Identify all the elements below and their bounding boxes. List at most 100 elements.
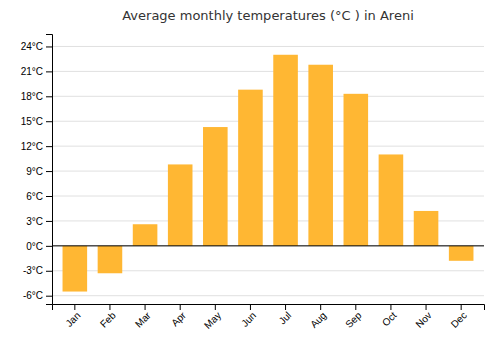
x-tick: Jan (63, 304, 82, 329)
y-tick: 0°C (26, 241, 52, 252)
x-tick-label: Aug (308, 310, 328, 330)
x-tick-label: Jan (63, 310, 82, 329)
y-tick: 6°C (26, 191, 52, 202)
y-tick-mark (46, 46, 52, 47)
y-tick: 12°C (21, 141, 52, 152)
y-tick: 15°C (21, 116, 52, 127)
x-tick: Apr (169, 304, 188, 328)
bar (344, 94, 369, 246)
grid-line (52, 146, 484, 147)
bar (308, 65, 333, 246)
x-tick-label: Jun (239, 310, 258, 329)
x-tick-label: Mar (133, 309, 153, 329)
y-axis: -6°C -3°C 0°C 3°C 6°C 9°C 12°C 15°C 18°C 21°C 24°C (21, 35, 53, 305)
x-tick: Feb (98, 304, 118, 330)
x-axis-line (53, 305, 485, 311)
grid (52, 46, 484, 295)
x-tick: May (202, 304, 223, 331)
x-tick-label: Jul (277, 310, 294, 327)
x-tick: Mar (133, 304, 153, 330)
y-tick-mark (46, 96, 52, 97)
y-tick-mark (46, 271, 52, 272)
y-tick: -3°C (23, 265, 52, 276)
x-tick: Sep (343, 304, 364, 330)
y-tick-label: 21°C (21, 66, 43, 77)
x-tick-mark (250, 304, 251, 310)
x-tick-mark (390, 304, 391, 310)
y-tick-mark (46, 121, 52, 122)
y-tick-mark (46, 146, 52, 147)
grid-line (52, 46, 484, 47)
bar (98, 246, 123, 273)
y-tick-mark (46, 171, 52, 172)
y-tick-label: 18°C (21, 91, 43, 102)
y-tick-label: 9°C (26, 166, 43, 177)
bar (168, 164, 193, 245)
x-tick-mark (145, 304, 146, 310)
y-tick-label: 0°C (26, 241, 43, 252)
y-tick-mark (46, 221, 52, 222)
y-tick-label: 12°C (21, 141, 43, 152)
x-tick: Nov (413, 304, 433, 330)
y-tick: 21°C (21, 66, 52, 77)
x-tick-mark (74, 304, 75, 310)
grid-line (52, 295, 484, 296)
chart: -6°C -3°C 0°C 3°C 6°C 9°C 12°C 15°C 18°C 21°C 24°C… (0, 0, 500, 350)
bars (63, 55, 474, 292)
x-tick: Dec (449, 304, 469, 330)
grid-line (52, 121, 484, 122)
x-axis: Jan Feb Mar Apr May Jun Jul Aug Sep Oct Nov Dec (53, 304, 485, 331)
x-tick: Aug (308, 304, 328, 330)
x-tick: Jul (277, 304, 294, 326)
x-tick-label: Feb (98, 309, 118, 329)
x-tick-label: Oct (380, 310, 399, 329)
x-tick-label: Dec (449, 310, 469, 330)
x-tick-label: May (202, 310, 223, 331)
grid-line (52, 171, 484, 172)
x-tick-mark (461, 304, 462, 310)
grid-line (52, 96, 484, 97)
x-tick-mark (320, 304, 321, 310)
y-tick-mark (46, 296, 52, 297)
bar (449, 246, 474, 261)
x-tick-label: Sep (343, 309, 364, 330)
x-tick-label: Apr (169, 309, 188, 328)
y-tick: 3°C (26, 216, 52, 227)
x-tick-mark (109, 304, 110, 310)
bar (379, 154, 404, 245)
x-tick-mark (426, 304, 427, 310)
bar (238, 90, 263, 246)
x-tick-mark (215, 304, 216, 310)
bar (273, 55, 298, 246)
y-tick-label: 24°C (21, 41, 43, 52)
x-tick-mark (285, 304, 286, 310)
grid-line (52, 196, 484, 197)
y-tick-label: -6°C (23, 290, 43, 301)
zero-line (52, 245, 484, 246)
bar (414, 211, 439, 246)
bar (63, 246, 88, 292)
x-tick-label: Nov (413, 310, 433, 330)
y-tick: 9°C (26, 166, 52, 177)
grid-line (52, 245, 484, 246)
y-tick-mark (46, 71, 52, 72)
y-tick-label: 3°C (26, 216, 43, 227)
title: Average monthly temperatures (°C ) in Ar… (122, 8, 414, 23)
x-tick-mark (180, 304, 181, 310)
x-tick: Jun (239, 304, 258, 329)
bar (133, 224, 158, 246)
plot-area: -6°C -3°C 0°C 3°C 6°C 9°C 12°C 15°C 18°C 21°C 24°C… (21, 35, 485, 331)
y-tick-label: 6°C (26, 191, 43, 202)
x-tick: Oct (380, 304, 399, 328)
y-tick-label: 15°C (21, 116, 43, 127)
y-tick: -6°C (23, 290, 52, 301)
y-tick: 18°C (21, 91, 52, 102)
y-tick-mark (46, 246, 52, 247)
y-tick-label: -3°C (23, 265, 43, 276)
grid-line (52, 71, 484, 72)
y-tick-mark (46, 196, 52, 197)
y-axis-line (46, 35, 53, 305)
bar (203, 127, 228, 246)
x-tick-mark (355, 304, 356, 310)
y-tick: 24°C (21, 41, 52, 52)
